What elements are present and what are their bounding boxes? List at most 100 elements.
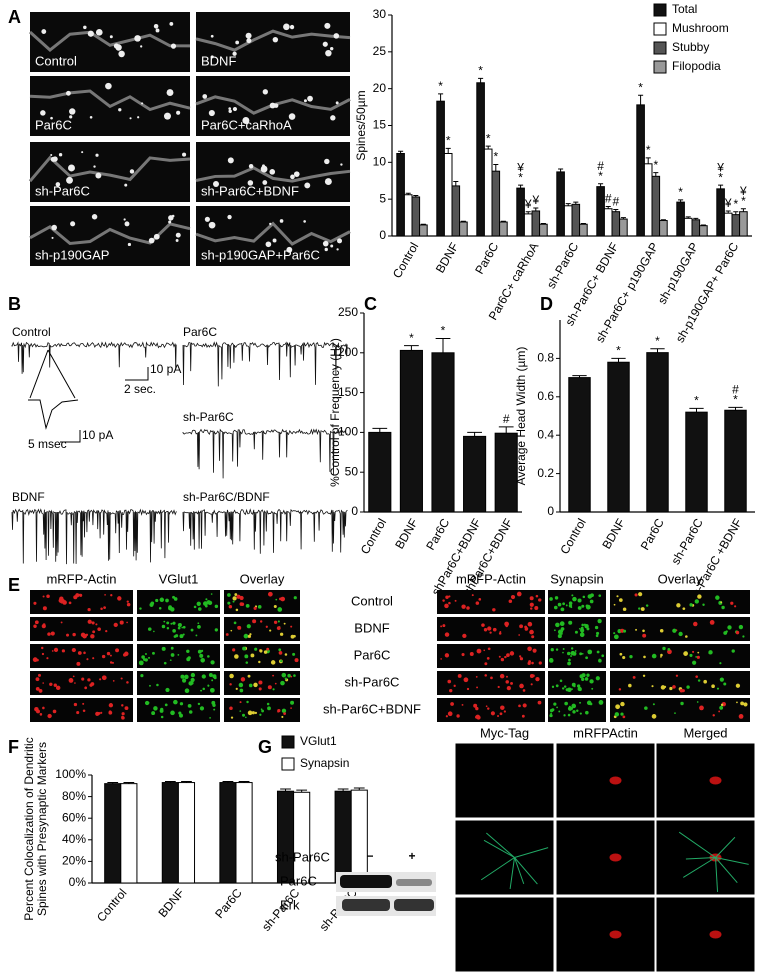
neurite bbox=[514, 857, 525, 885]
puncta bbox=[35, 687, 40, 691]
puncta bbox=[173, 635, 177, 638]
puncta bbox=[156, 683, 159, 687]
puncta bbox=[59, 599, 65, 604]
puncta bbox=[505, 624, 508, 628]
micrograph bbox=[555, 742, 656, 819]
puncta bbox=[159, 708, 164, 713]
puncta bbox=[121, 704, 124, 707]
neurite bbox=[514, 847, 549, 858]
puncta bbox=[567, 661, 571, 666]
puncta bbox=[261, 709, 265, 713]
puncta bbox=[109, 654, 112, 657]
puncta bbox=[475, 714, 480, 720]
puncta bbox=[559, 621, 565, 627]
puncta bbox=[518, 704, 521, 708]
y-tick-label: 15 bbox=[373, 118, 387, 132]
significance-mark: * bbox=[486, 131, 491, 145]
puncta bbox=[483, 649, 486, 652]
bar bbox=[731, 214, 741, 237]
bar bbox=[293, 791, 311, 884]
legend-label: Total bbox=[672, 2, 697, 16]
puncta bbox=[735, 683, 741, 688]
puncta bbox=[177, 653, 180, 656]
puncta bbox=[449, 688, 453, 693]
puncta bbox=[532, 674, 535, 678]
legend-swatch bbox=[653, 22, 667, 36]
spine bbox=[105, 82, 112, 90]
error-bar bbox=[460, 220, 466, 223]
error-bar bbox=[518, 184, 524, 189]
puncta bbox=[190, 681, 194, 685]
puncta bbox=[208, 673, 213, 677]
puncta bbox=[695, 656, 698, 658]
puncta bbox=[197, 622, 200, 625]
puncta bbox=[233, 621, 237, 625]
bar bbox=[516, 187, 525, 237]
spine bbox=[176, 110, 181, 115]
significance-mark: * bbox=[653, 158, 658, 172]
puncta bbox=[42, 595, 45, 598]
puncta bbox=[571, 594, 574, 597]
puncta bbox=[290, 634, 295, 639]
significance-mark: * bbox=[616, 344, 621, 358]
puncta bbox=[160, 715, 164, 719]
puncta bbox=[689, 653, 693, 657]
y-tick-label: 200 bbox=[338, 345, 358, 359]
puncta bbox=[487, 647, 491, 651]
puncta bbox=[440, 658, 442, 660]
puncta bbox=[277, 709, 281, 713]
puncta bbox=[579, 701, 582, 704]
puncta bbox=[447, 679, 452, 684]
puncta bbox=[186, 649, 190, 654]
puncta bbox=[209, 717, 211, 719]
y-tick-label: 0% bbox=[69, 875, 87, 889]
puncta bbox=[227, 601, 231, 605]
micrograph bbox=[30, 671, 133, 695]
puncta bbox=[659, 628, 664, 633]
significance-mark: * bbox=[598, 169, 603, 183]
puncta bbox=[184, 674, 189, 680]
trace-label: Control bbox=[12, 325, 51, 339]
puncta bbox=[447, 711, 453, 717]
puncta bbox=[177, 623, 182, 628]
puncta bbox=[702, 603, 705, 606]
scale-label: 10 pA bbox=[150, 362, 181, 376]
puncta bbox=[33, 624, 37, 628]
error-bar bbox=[678, 199, 684, 203]
puncta bbox=[272, 688, 275, 691]
error-bar bbox=[620, 217, 626, 220]
puncta bbox=[284, 677, 288, 680]
puncta bbox=[584, 677, 589, 681]
puncta bbox=[148, 656, 151, 659]
bar bbox=[334, 790, 352, 884]
micrograph bbox=[610, 617, 750, 641]
cell-body bbox=[609, 853, 622, 862]
puncta bbox=[549, 708, 554, 713]
error-bar bbox=[280, 788, 291, 792]
puncta bbox=[126, 681, 129, 684]
spine bbox=[303, 220, 306, 223]
puncta bbox=[90, 682, 95, 686]
spine bbox=[91, 214, 98, 220]
image-label: Par6C bbox=[35, 117, 72, 132]
spine bbox=[69, 108, 76, 115]
puncta bbox=[596, 650, 600, 654]
row-label: sh-Par6C+BDNF bbox=[323, 701, 421, 716]
puncta bbox=[581, 677, 585, 682]
trace-label: sh-Par6C/BDNF bbox=[183, 490, 270, 504]
puncta bbox=[61, 649, 66, 653]
spine bbox=[124, 183, 128, 187]
puncta bbox=[579, 632, 585, 638]
spine bbox=[322, 41, 328, 47]
panel-letter: F bbox=[8, 737, 19, 757]
puncta bbox=[99, 678, 102, 681]
current-trace bbox=[182, 341, 348, 387]
puncta bbox=[245, 661, 249, 664]
puncta bbox=[214, 628, 218, 632]
bar bbox=[177, 782, 196, 884]
significance-mark: # bbox=[597, 159, 604, 173]
spine bbox=[95, 28, 103, 36]
puncta bbox=[529, 629, 534, 635]
puncta bbox=[461, 652, 465, 657]
